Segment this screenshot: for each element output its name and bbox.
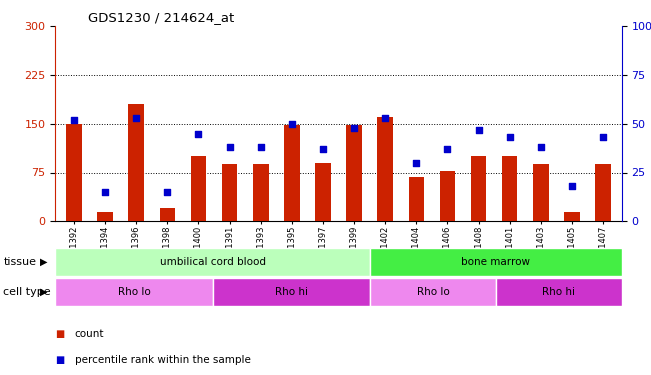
Point: [318, 146, 328, 152]
Bar: [55, 248, 370, 276]
Point: [131, 115, 141, 121]
Text: Rho hi: Rho hi: [542, 286, 575, 297]
Bar: [346, 125, 362, 221]
Point: [162, 189, 173, 195]
Bar: [315, 163, 331, 221]
Bar: [213, 278, 370, 306]
Text: ▶: ▶: [40, 256, 48, 267]
Text: ▶: ▶: [40, 286, 48, 297]
Point: [598, 134, 608, 140]
Point: [100, 189, 110, 195]
Bar: [370, 248, 622, 276]
Text: bone marrow: bone marrow: [462, 256, 531, 267]
Text: percentile rank within the sample: percentile rank within the sample: [75, 355, 251, 365]
Text: GDS1230 / 214624_at: GDS1230 / 214624_at: [88, 11, 234, 24]
Bar: [595, 164, 611, 221]
Text: Rho lo: Rho lo: [417, 286, 449, 297]
Bar: [564, 211, 579, 221]
Point: [286, 121, 297, 127]
Bar: [502, 156, 518, 221]
Text: Rho hi: Rho hi: [275, 286, 308, 297]
Bar: [471, 156, 486, 221]
Bar: [378, 117, 393, 221]
Bar: [55, 278, 213, 306]
Text: ■: ■: [55, 355, 64, 365]
Bar: [253, 164, 268, 221]
Bar: [128, 104, 144, 221]
Point: [255, 144, 266, 150]
Bar: [159, 208, 175, 221]
Point: [473, 127, 484, 133]
Bar: [98, 211, 113, 221]
Point: [225, 144, 235, 150]
Point: [193, 130, 204, 136]
Bar: [439, 171, 455, 221]
Text: Rho lo: Rho lo: [118, 286, 150, 297]
Point: [505, 134, 515, 140]
Text: tissue: tissue: [3, 256, 36, 267]
Point: [69, 117, 79, 123]
Point: [536, 144, 546, 150]
Text: count: count: [75, 329, 104, 339]
Bar: [222, 164, 238, 221]
Point: [567, 183, 577, 189]
Text: ■: ■: [55, 329, 64, 339]
Bar: [284, 125, 299, 221]
Bar: [66, 124, 82, 221]
Bar: [496, 278, 622, 306]
Bar: [409, 177, 424, 221]
Point: [442, 146, 452, 152]
Point: [411, 160, 422, 166]
Bar: [370, 278, 496, 306]
Bar: [191, 156, 206, 221]
Text: cell type: cell type: [3, 286, 51, 297]
Text: umbilical cord blood: umbilical cord blood: [159, 256, 266, 267]
Point: [349, 124, 359, 130]
Bar: [533, 164, 549, 221]
Point: [380, 115, 391, 121]
